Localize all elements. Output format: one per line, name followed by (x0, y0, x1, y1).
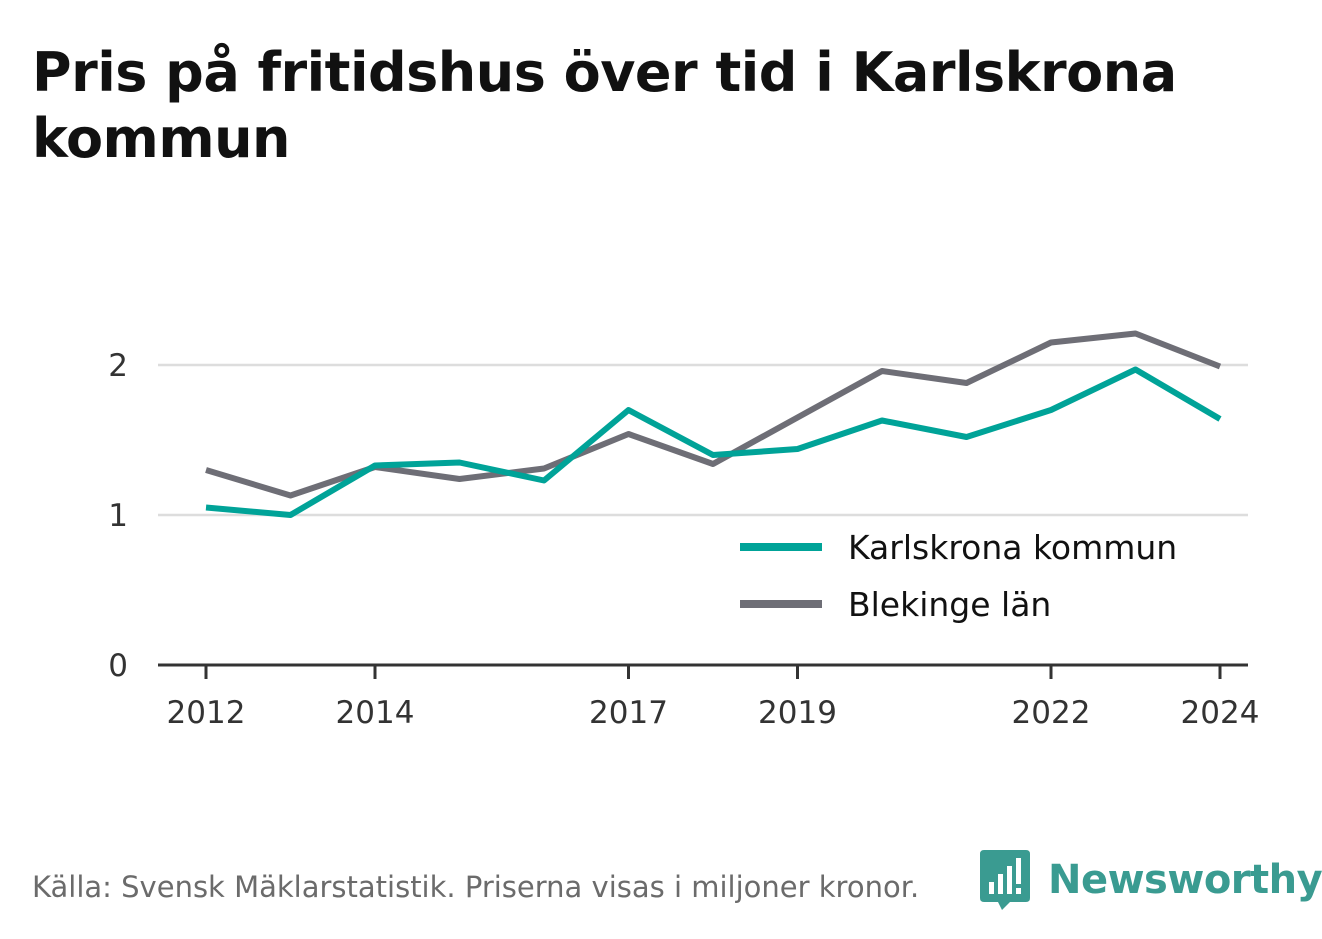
x-tick-label: 2019 (758, 695, 837, 731)
newsworthy-logo-icon (980, 850, 1030, 910)
series-line-karlskrona-kommun (205, 366, 1222, 518)
x-tick-label: 2017 (589, 695, 668, 731)
brand-name: Newsworthy (1048, 857, 1322, 903)
legend-label: Blekinge län (848, 585, 1051, 624)
x-tick-label: 2022 (1012, 695, 1091, 731)
x-tick-label: 2014 (336, 695, 415, 731)
gridlines (158, 363, 1248, 517)
chart-title: Pris på fritidshus över tid i Karlskrona… (32, 41, 1177, 170)
x-tick-label: 2012 (167, 695, 246, 731)
legend: Karlskrona kommun Blekinge län (728, 518, 1220, 630)
y-tick-label: 1 (108, 498, 128, 534)
legend-label: Karlskrona kommun (848, 528, 1177, 567)
source-note: Källa: Svensk Mäklarstatistik. Priserna … (32, 870, 920, 904)
series-lines (205, 330, 1222, 518)
y-tick-label: 2 (108, 348, 128, 384)
y-tick-label: 0 (108, 648, 128, 684)
brand-logo: Newsworthy (980, 850, 1322, 910)
series-line-blekinge-lan (205, 330, 1222, 499)
legend-background (728, 518, 1220, 630)
line-chart: 0 1 2 2012 2014 2017 2019 2022 2024 Karlskrona k… (108, 330, 1259, 731)
x-tick-label: 2024 (1181, 695, 1260, 731)
axes: 0 1 2 2012 2014 2017 2019 2022 2024 (108, 348, 1259, 731)
